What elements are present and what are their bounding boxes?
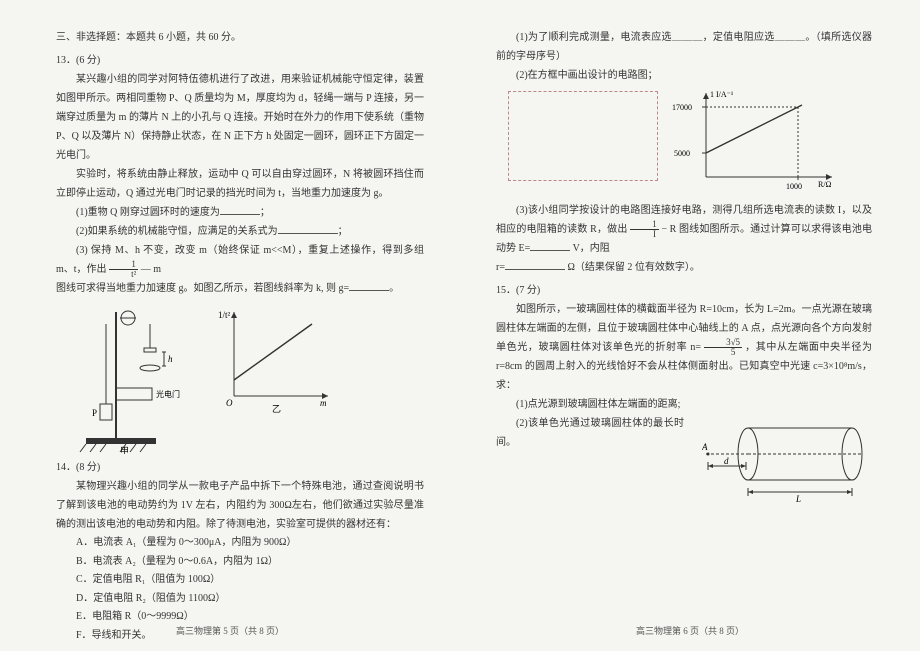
q14-number: 14．(8 分) — [56, 458, 424, 477]
svg-text:1/t²: 1/t² — [218, 310, 231, 320]
svg-text:m: m — [320, 398, 327, 408]
svg-text:I/A⁻¹: I/A⁻¹ — [716, 90, 734, 99]
svg-text:L: L — [795, 494, 801, 504]
svg-text:O: O — [226, 398, 233, 408]
svg-text:A: A — [702, 442, 708, 452]
svg-text:h: h — [168, 354, 173, 364]
svg-text:甲: 甲 — [120, 446, 129, 454]
q15-p1: 如图所示，一玻璃圆柱体的横截面半径为 R=10cm，长为 L=2m。一点光源在玻… — [496, 300, 872, 395]
r-s3-unit: V，内阻 — [573, 243, 610, 254]
fraction: 1I — [630, 220, 659, 239]
fraction: 3√55 — [704, 338, 742, 357]
graph-diagram: O m 1/t² 乙 — [216, 304, 336, 414]
svg-text:d: d — [724, 456, 729, 466]
blank — [530, 242, 570, 251]
q13-sub1: (1)重物 Q 刚穿过圆环时的速度为； — [56, 203, 424, 222]
circuit-drawing-box — [508, 91, 658, 181]
q13-number: 13．(6 分) — [56, 51, 424, 70]
section-header: 三、非选择题：本题共 6 小题，共 60 分。 — [56, 28, 424, 47]
svg-text:17000: 17000 — [672, 103, 692, 112]
ir-graph: 5000 17000 1000 1 I/A⁻¹ R/Ω — [672, 85, 842, 195]
q15-s2: (2)该单色光通过玻璃圆柱体的最长时间。 — [496, 414, 684, 452]
blank — [220, 206, 260, 215]
svg-text:乙: 乙 — [272, 404, 281, 414]
page-footer-right: 高三物理第 6 页（共 8 页） — [460, 624, 920, 637]
blank — [505, 261, 565, 270]
circuit-and-graph: 5000 17000 1000 1 I/A⁻¹ R/Ω — [496, 85, 872, 195]
cylinder-diagram: A d L — [702, 414, 872, 504]
q13-sub3b: 图线可求得当地重力加速度 g。如图乙所示，若图线斜率为 k, 则 g=。 — [56, 279, 424, 298]
blank — [349, 282, 389, 291]
svg-text:1: 1 — [710, 90, 714, 99]
q13-sub2: (2)如果系统的机械能守恒，应满足的关系式为； — [56, 222, 424, 241]
apparatus-diagram: P 光电门 h 甲 — [56, 304, 196, 454]
q14-p1: 某物理兴趣小组的同学从一款电子产品中拆下一个特殊电池，通过查阅说明书了解到该电池… — [56, 477, 424, 534]
q15-number: 15．(7 分) — [496, 281, 872, 300]
r-s3b-pre: r= — [496, 262, 505, 273]
r-s3b: r= Ω（结果保留 2 位有效数字）。 — [496, 258, 872, 277]
opt-d: D．定值电阻 R₂（阻值为 1100Ω） — [76, 590, 424, 609]
svg-text:1000: 1000 — [786, 182, 802, 191]
q13-figures: P 光电门 h 甲 O m 1/t² 乙 — [56, 304, 424, 454]
q13-s3-post: — m — [141, 264, 161, 275]
q13-sub3a: (3) 保持 M、h 不变，改变 m（始终保证 m<<M），重复上述操作，得到多… — [56, 241, 424, 279]
opt-c: C．定值电阻 R₁（阻值为 100Ω） — [76, 571, 424, 590]
svg-text:P: P — [92, 408, 97, 418]
q15-s1: (1)点光源到玻璃圆柱体左端面的距离; — [496, 395, 872, 414]
r-s3: (3)该小组同学按设计的电路图连接好电路，测得几组所选电流表的读数 I，以及相应… — [496, 201, 872, 258]
q13-p2: 实验时，将系统由静止释放，运动中 Q 可以自由穿过圆环，N 将被圆环挡住而立即停… — [56, 165, 424, 203]
q13-s1-label: (1)重物 Q 刚穿过圆环时的速度为 — [76, 207, 220, 218]
svg-text:光电门: 光电门 — [156, 389, 180, 399]
q13-p1: 某兴趣小组的同学对阿特伍德机进行了改进，用来验证机械能守恒定律，装置如图甲所示。… — [56, 70, 424, 165]
r-s3b-post: Ω（结果保留 2 位有效数字）。 — [567, 262, 699, 273]
r-s2: (2)在方框中画出设计的电路图； — [496, 66, 872, 85]
page-footer-left: 高三物理第 5 页（共 8 页） — [0, 624, 460, 637]
svg-text:R/Ω: R/Ω — [818, 180, 832, 189]
q13-s2-label: (2)如果系统的机械能守恒，应满足的关系式为 — [76, 226, 278, 237]
svg-text:5000: 5000 — [674, 149, 690, 158]
opt-b: B．电流表 A₂（量程为 0～0.6A，内阻为 1Ω） — [76, 553, 424, 572]
opt-a: A．电流表 A₁（量程为 0～300μA，内阻为 900Ω） — [76, 534, 424, 553]
q13-s3b-pre: 图线可求得当地重力加速度 g。如图乙所示，若图线斜率为 k, 则 g= — [56, 283, 349, 294]
fraction: 1t² — [109, 260, 138, 279]
r-s1: (1)为了顺利完成测量，电流表应选＿＿＿，定值电阻应选＿＿＿。（填所选仪器前的字… — [496, 28, 872, 66]
blank — [278, 225, 338, 234]
